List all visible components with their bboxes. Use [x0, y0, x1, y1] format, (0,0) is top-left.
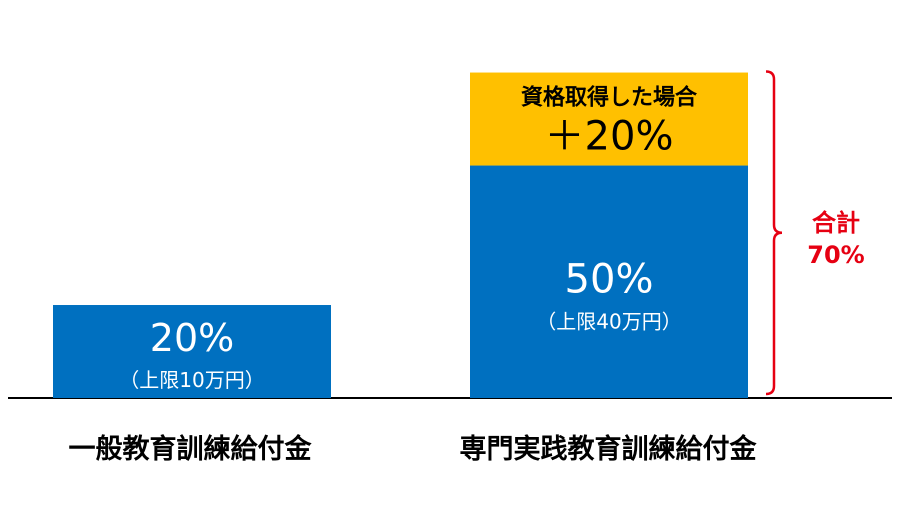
bar-general-sub-label: （上限10万円）	[119, 368, 264, 392]
category-label-specialized: 専門実践教育訓練給付金	[460, 433, 758, 465]
bonus-segment-value: ＋20%	[545, 114, 674, 160]
bar-specialized-base	[470, 165, 748, 398]
bonus-segment-title: 資格取得した場合	[521, 85, 698, 111]
total-brace	[765, 70, 783, 396]
bar-general-value-label: 20%	[150, 316, 234, 360]
bar-specialized-value-label: 50%	[565, 257, 654, 303]
bar-specialized-sub-label: （上限40万円）	[536, 310, 681, 334]
bar-general-base	[53, 305, 331, 398]
total-label: 合計	[812, 209, 860, 237]
total-value: 70%	[807, 241, 864, 269]
category-label-general: 一般教育訓練給付金	[69, 433, 313, 465]
bar-specialized-bonus	[470, 72, 748, 166]
